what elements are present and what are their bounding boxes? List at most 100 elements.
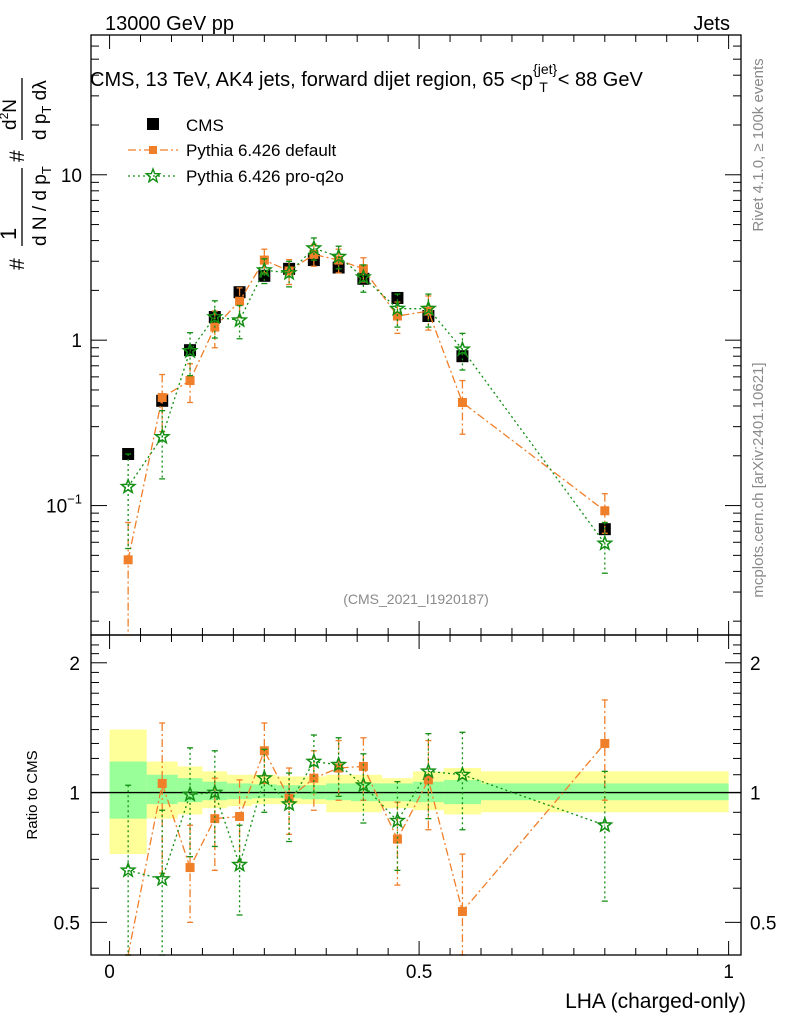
legend: CMS Pythia 6.426 default Pythia 6.426 pr… xyxy=(128,116,344,186)
ylabel-subT-1: T xyxy=(39,166,54,174)
pythia-6-426-pro-q2o-point xyxy=(453,765,472,783)
cms-point xyxy=(391,291,404,304)
ylabel-dN: d N / d p xyxy=(30,174,51,246)
pythia-6-426-pro-q2o-point xyxy=(305,239,323,256)
band-inner xyxy=(251,784,277,799)
pythia-6-426-default-point xyxy=(123,555,133,565)
main-data-layer xyxy=(119,237,614,636)
pythia-6-426-pro-q2o-point xyxy=(181,785,199,802)
pythia-6-426-pro-q2o-point xyxy=(596,534,614,551)
pythia-6-426-pro-q2o-point xyxy=(153,869,171,887)
ratio-uncertainty-bands xyxy=(109,729,729,855)
ratio-data-layer xyxy=(119,699,614,956)
ratio-y-tick-label: 0.5 xyxy=(54,913,80,934)
pythia-6-426-default-point xyxy=(457,397,467,407)
pythia-6-426-default-line xyxy=(127,253,606,560)
pythia-6-426-default-point xyxy=(457,906,467,916)
ylabel-num-N: N xyxy=(0,99,21,113)
legend-default-label: Pythia 6.426 default xyxy=(186,141,337,160)
legend-cms-label: CMS xyxy=(186,116,224,135)
ratio-y-tick-label-right: 0.5 xyxy=(750,913,776,934)
main-ylabel: # 1 d N / d pT # d2N d pT dλ xyxy=(0,78,54,270)
pythia-6-426-pro-q2o-point xyxy=(280,795,298,812)
jets-label: Jets xyxy=(693,13,730,35)
pythia-6-426-pro-q2o-point xyxy=(255,261,274,278)
pythia-6-426-default-point xyxy=(600,506,610,516)
ratio-axis-ticks: 0 0.5 1 0.5 0.5 1 1 2 2 xyxy=(54,635,776,983)
band-inner xyxy=(109,761,147,819)
pythia-6-426-pro-q2o-line xyxy=(127,760,606,880)
pythia-6-426-pro-q2o-point xyxy=(119,477,137,495)
pythia-6-426-default-point xyxy=(185,376,195,386)
mcplots-label: mcplots.cern.ch [arXiv:2401.10621] xyxy=(750,362,767,597)
pythia-6-426-pro-q2o-point xyxy=(388,299,407,317)
ylabel-den-dp: d p xyxy=(30,114,51,140)
ylabel-denominator-2: d pT dλ xyxy=(30,80,54,140)
ylabel-num-d: d xyxy=(0,119,21,130)
pythia-6-426-default-point xyxy=(284,266,294,276)
pythia-6-426-pro-q2o-point xyxy=(206,783,224,800)
pythia-6-426-pro-q2o-point xyxy=(280,263,298,281)
ratio-y-tick-label: 2 xyxy=(69,654,80,675)
ratio-y-tick-label-right: 2 xyxy=(750,654,761,675)
pythia-6-426-pro-q2o-point xyxy=(354,775,373,793)
title-superscript: {jet} xyxy=(533,61,557,77)
ylabel-hash-2: # xyxy=(6,150,29,162)
ratio-panel: 0 0.5 1 0.5 0.5 1 1 2 2 xyxy=(54,634,776,983)
pythia-6-426-pro-q2o-point xyxy=(230,855,249,873)
pythia-6-426-pro-q2o-point xyxy=(181,341,199,359)
pythia-6-426-default-point xyxy=(358,761,368,771)
pythia-6-426-default-point xyxy=(210,814,220,824)
title-part-b: < 88 GeV xyxy=(558,69,644,91)
main-panel: 10−1 1 10 xyxy=(46,34,742,636)
legend-cms-marker xyxy=(147,118,159,130)
ylabel-num-sup: 2 xyxy=(0,112,11,119)
x-tick-label: 1 xyxy=(723,962,734,983)
title-part-a: CMS, 13 TeV, AK4 jets, forward dijet reg… xyxy=(90,69,533,91)
pythia-6-426-pro-q2o-point xyxy=(354,268,373,285)
x-axis-label: LHA (charged-only) xyxy=(565,990,746,1013)
pythia-6-426-pro-q2o-point xyxy=(305,752,323,769)
pythia-6-426-default-point xyxy=(235,296,245,306)
pythia-6-426-default-line xyxy=(127,742,606,956)
ylabel-one: 1 xyxy=(0,228,21,240)
legend-entry-cms: CMS xyxy=(147,116,224,135)
pythia-6-426-pro-q2o-point xyxy=(388,811,407,829)
ylabel-hash-1: # xyxy=(6,258,29,270)
ratio-y-tick-label: 1 xyxy=(69,784,80,805)
y-tick-label: 10 xyxy=(61,166,82,187)
pythia-6-426-pro-q2o-point xyxy=(453,340,472,357)
pythia-6-426-pro-q2o-point xyxy=(153,427,171,445)
x-tick-label: 0 xyxy=(104,962,115,983)
pythia-6-426-pro-q2o-point xyxy=(230,311,249,328)
legend-proq2o-marker xyxy=(144,166,162,184)
ylabel-numerator: d2N xyxy=(0,99,21,130)
ylabel-subT-2: T xyxy=(39,106,54,114)
pythia-6-426-default-point xyxy=(235,812,245,822)
pythia-6-426-default-point xyxy=(392,834,402,844)
pythia-6-426-default-point xyxy=(157,778,167,788)
pythia-6-426-default-point xyxy=(309,773,319,783)
pythia-6-426-pro-q2o-point xyxy=(255,769,274,786)
pythia-6-426-pro-q2o-point xyxy=(119,861,137,878)
pythia-6-426-pro-q2o-point xyxy=(419,762,438,779)
pythia-6-426-pro-q2o-point xyxy=(329,247,348,265)
legend-entry-default: Pythia 6.426 default xyxy=(128,141,337,160)
energy-label: 13000 GeV pp xyxy=(105,13,234,35)
pythia-6-426-default-point xyxy=(600,738,610,748)
legend-default-marker xyxy=(149,146,157,154)
legend-entry-proq2o: Pythia 6.426 pro-q2o xyxy=(128,166,344,186)
main-axis-ticks: 10−1 1 10 xyxy=(46,34,741,635)
analysis-id: (CMS_2021_I1920187) xyxy=(343,591,489,607)
ratio-frame xyxy=(90,634,742,956)
pythia-6-426-pro-q2o-line xyxy=(127,247,606,544)
y-tick-label: 1 xyxy=(71,331,82,352)
pythia-6-426-pro-q2o-point xyxy=(206,307,224,325)
ylabel-denominator-1: d N / d pT xyxy=(30,166,54,246)
y-tick-base: 10 xyxy=(46,497,67,518)
pythia-6-426-default-point xyxy=(157,393,167,403)
ylabel-dlambda: dλ xyxy=(30,80,51,106)
y-tick-label: 10−1 xyxy=(46,492,82,518)
pythia-6-426-pro-q2o-point xyxy=(419,299,438,317)
